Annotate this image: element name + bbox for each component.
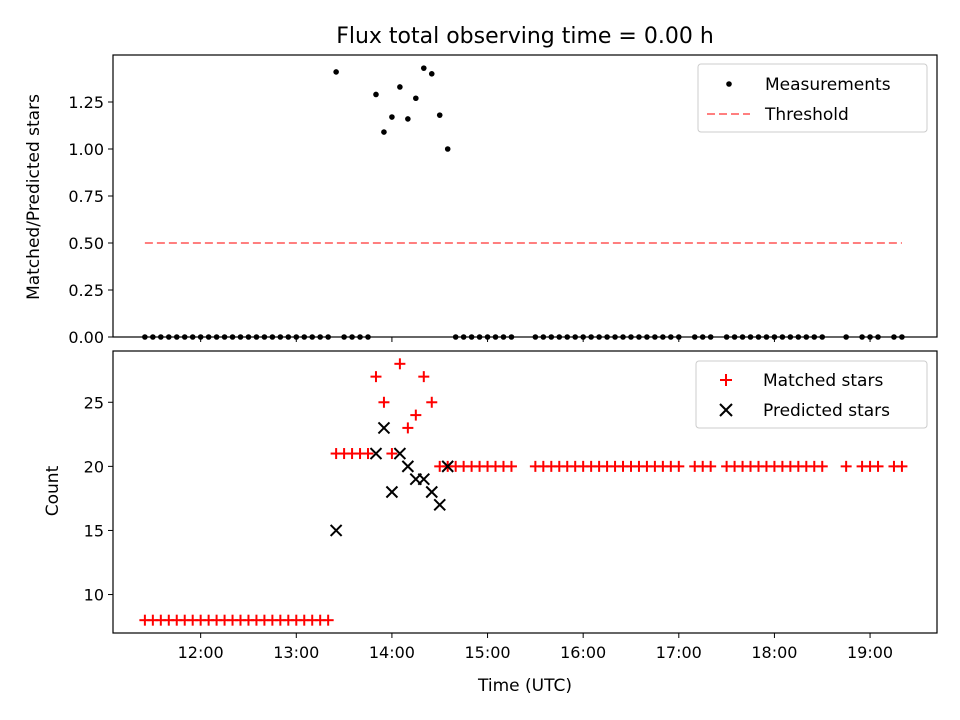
x-axis-label: Time (UTC) [477, 676, 572, 696]
predicted-star-stroke [433, 498, 446, 512]
measurement-point [333, 69, 339, 75]
legend-threshold-label: Threshold [764, 105, 849, 125]
legend-matched-marker [720, 374, 732, 386]
y-tick-label: 0.75 [68, 187, 104, 206]
measurement-point [444, 146, 451, 152]
predicted-star-point [433, 498, 446, 512]
y-tick-label: 10 [84, 586, 104, 605]
matched-star-point [402, 422, 414, 434]
bottom-panel: Count Time (UTC) 12:00 13:00 14:00 15:00 16:… [43, 350, 938, 696]
top-y-axis-label: Matched/Predicted stars [24, 94, 44, 300]
predicted-star-stroke [393, 447, 407, 460]
predicted-star-point [441, 460, 454, 473]
y-tick-label: 20 [84, 457, 104, 476]
predicted-star-stroke [401, 460, 415, 473]
measurement-point [373, 91, 379, 98]
y-tick-label: 0.50 [68, 234, 104, 253]
x-tick-label: 17:00 [656, 643, 702, 662]
predicted-star-point [393, 447, 407, 460]
x-tick-label: 14:00 [369, 643, 415, 662]
bottom-y-axis-label: Count [43, 465, 63, 516]
predicted-star-stroke [329, 524, 343, 537]
matched-star-point [840, 460, 852, 472]
predicted-star-stroke [385, 485, 399, 499]
measurement-point [428, 71, 435, 77]
matched-star-point [505, 460, 517, 472]
matched-star-point [673, 460, 685, 472]
x-tick-label: 12:00 [178, 643, 224, 662]
predicted-star-stroke [369, 447, 383, 460]
legend-measurements-label: Measurements [765, 75, 891, 95]
measurement-point [413, 95, 419, 102]
top-legend: Measurements Threshold [697, 63, 928, 133]
predicted-star-stroke [417, 472, 431, 486]
predicted-star-point [425, 485, 438, 499]
bottom-plot-area: 12:00 13:00 14:00 15:00 16:00 17:00 18:00 19:00… [84, 358, 908, 662]
matched-star-point [394, 358, 406, 370]
y-tick-label: 1.00 [68, 140, 104, 159]
matched-star-point [386, 448, 398, 460]
bottom-legend: Matched stars Predicted stars [695, 360, 928, 429]
predicted-star-point [377, 421, 391, 435]
matched-star-point [816, 460, 828, 472]
bottom-legend-box [695, 360, 928, 429]
x-tick-label: 15:00 [464, 643, 510, 662]
y-tick-label: 25 [84, 393, 104, 412]
predicted-star-point [385, 485, 399, 499]
predicted-star-stroke [377, 421, 391, 435]
predicted-star-point [369, 447, 383, 460]
matched-star-point [426, 396, 438, 408]
top-legend-box [697, 63, 928, 133]
measurement-point [397, 84, 403, 90]
y-tick-label: 0.25 [68, 281, 104, 300]
y-tick-label: 15 [84, 521, 104, 540]
x-tick-label: 19:00 [847, 643, 893, 662]
matched-star-point [705, 460, 717, 472]
matched-star-point [410, 409, 422, 421]
measurement-point [405, 116, 411, 122]
predicted-star-stroke [425, 485, 438, 499]
measurement-point [436, 112, 443, 118]
x-tick-label: 16:00 [560, 643, 606, 662]
matched-star-point [322, 614, 334, 626]
legend-predicted-label: Predicted stars [763, 401, 890, 421]
matched-star-point [418, 371, 430, 383]
y-tick-label: 1.25 [68, 93, 104, 112]
matched-star-point [872, 460, 884, 472]
legend-predicted-marker [719, 403, 733, 417]
matched-star-point [896, 460, 908, 472]
predicted-star-point [417, 472, 431, 486]
matched-star-point [362, 448, 374, 460]
matched-star-point [370, 371, 382, 383]
measurement-point [381, 129, 387, 135]
y-tick-label: 0.00 [68, 328, 104, 347]
measurement-point [420, 65, 427, 71]
measurement-point [389, 114, 395, 120]
x-tick-label: 13:00 [273, 643, 319, 662]
matched-star-point [378, 396, 390, 408]
predicted-star-stroke [441, 460, 454, 473]
predicted-star-point [329, 524, 343, 537]
chart-title: Flux total observing time = 0.00 h [336, 24, 714, 49]
legend-measurements-marker [726, 81, 732, 87]
predicted-star-point [401, 460, 415, 473]
top-plot-frame [112, 54, 938, 338]
bottom-plot-frame [112, 350, 938, 634]
legend-matched-label: Matched stars [763, 371, 883, 391]
x-tick-label: 18:00 [751, 643, 797, 662]
top-panel: Flux total observing time = 0.00 h Match… [24, 24, 938, 347]
